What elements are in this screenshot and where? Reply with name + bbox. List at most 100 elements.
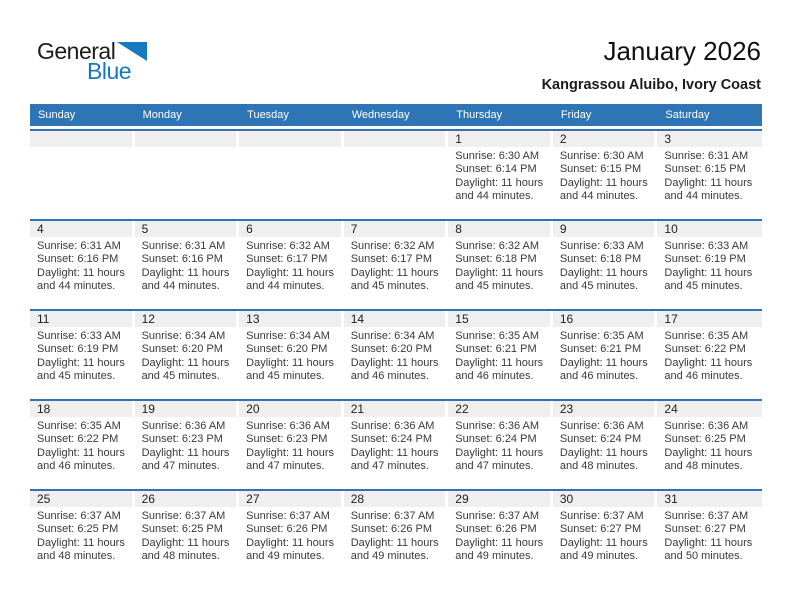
date-number: 10: [664, 222, 678, 236]
empty-day-cell: [134, 131, 240, 219]
detail-line: Daylight: 11 hours: [141, 266, 230, 279]
date-number: 8: [455, 222, 462, 236]
page-subtitle: Kangrassou Aluibo, Ivory Coast: [541, 77, 761, 93]
detail-line: Daylight: 11 hours: [559, 446, 648, 459]
empty-day-cell: [30, 131, 135, 219]
day-details: Sunrise: 6:35 AM Sunset: 6:21 PM Daylight:…: [553, 327, 658, 384]
date-band: 30: [552, 491, 655, 507]
day-cell-4: 4 Sunrise: 6:31 AM Sunset: 6:16 PM Daylight…: [30, 221, 135, 309]
date-band: 31: [657, 491, 762, 507]
date-number: 21: [350, 402, 365, 416]
day-details: Sunrise: 6:36 AM Sunset: 6:23 PM Daylight:…: [239, 417, 344, 474]
day-cell-25: 25 Sunrise: 6:37 AM Sunset: 6:25 PM Dayligh…: [30, 491, 135, 579]
day-details: Sunrise: 6:37 AM Sunset: 6:27 PM Daylight:…: [553, 507, 658, 564]
date-number: 17: [664, 312, 678, 326]
day-cell-3: 3 Sunrise: 6:31 AM Sunset: 6:15 PM Daylight…: [657, 131, 762, 219]
detail-line: and 45 minutes.: [559, 280, 639, 293]
date-band: 6: [239, 221, 341, 237]
detail-line: and 48 minutes.: [664, 460, 743, 473]
day-cell-27: 27 Sunrise: 6:37 AM Sunset: 6:26 PM Dayligh…: [239, 491, 344, 579]
detail-line: and 46 minutes.: [455, 370, 534, 383]
day-cell-17: 17 Sunrise: 6:35 AM Sunset: 6:22 PM Dayligh…: [657, 311, 762, 399]
date-number: 16: [559, 312, 574, 326]
date-band: 9: [552, 221, 655, 237]
detail-line: Sunset: 6:23 PM: [141, 433, 223, 446]
detail-line: Daylight: 11 hours: [664, 536, 753, 549]
detail-line: and 50 minutes.: [664, 550, 743, 563]
detail-line: Sunrise: 6:36 AM: [455, 420, 540, 432]
day-details: Sunrise: 6:32 AM Sunset: 6:18 PM Daylight:…: [448, 237, 553, 294]
detail-line: Sunrise: 6:32 AM: [246, 240, 330, 252]
date-band: 18: [30, 401, 132, 417]
detail-line: and 49 minutes.: [455, 550, 534, 563]
date-number: 4: [37, 222, 44, 236]
date-number: 28: [350, 492, 365, 506]
detail-line: Sunset: 6:15 PM: [559, 163, 642, 176]
detail-line: Daylight: 11 hours: [350, 536, 439, 549]
date-number: 3: [664, 132, 672, 146]
detail-line: Sunset: 6:15 PM: [664, 163, 746, 176]
date-band: 16: [552, 311, 655, 327]
detail-line: and 47 minutes.: [350, 460, 429, 473]
date-band: 7: [343, 221, 446, 237]
logo-triangle-icon: [117, 42, 148, 61]
detail-line: Daylight: 11 hours: [37, 266, 125, 279]
date-band: 3: [657, 131, 762, 147]
detail-line: Daylight: 11 hours: [350, 266, 439, 279]
date-number: 14: [350, 312, 365, 326]
week-row-5: 25 Sunrise: 6:37 AM Sunset: 6:25 PM Dayligh…: [30, 489, 762, 579]
detail-line: Sunset: 6:24 PM: [455, 433, 537, 446]
day-cell-20: 20 Sunrise: 6:36 AM Sunset: 6:23 PM Dayligh…: [239, 401, 344, 489]
detail-line: Daylight: 11 hours: [350, 446, 439, 459]
detail-line: and 46 minutes.: [350, 370, 429, 383]
detail-line: Daylight: 11 hours: [455, 446, 544, 459]
detail-line: Sunrise: 6:37 AM: [37, 510, 121, 522]
day-details: Sunrise: 6:34 AM Sunset: 6:20 PM Daylight:…: [135, 327, 240, 384]
detail-line: Sunrise: 6:33 AM: [664, 240, 749, 252]
detail-line: Daylight: 11 hours: [664, 356, 753, 369]
detail-line: and 45 minutes.: [246, 370, 325, 383]
day-details: Sunrise: 6:37 AM Sunset: 6:26 PM Daylight:…: [239, 507, 344, 564]
detail-line: Sunset: 6:19 PM: [664, 253, 746, 266]
day-details: Sunrise: 6:33 AM Sunset: 6:19 PM Daylight:…: [657, 237, 762, 294]
detail-line: Sunrise: 6:33 AM: [37, 330, 121, 342]
detail-line: and 45 minutes.: [141, 370, 220, 383]
detail-line: and 44 minutes.: [559, 190, 639, 203]
date-band: 19: [134, 401, 237, 417]
detail-line: Daylight: 11 hours: [246, 266, 334, 279]
date-band: [343, 131, 446, 147]
day-cell-30: 30 Sunrise: 6:37 AM Sunset: 6:27 PM Dayligh…: [552, 491, 658, 579]
day-cell-24: 24 Sunrise: 6:36 AM Sunset: 6:25 PM Dayligh…: [657, 401, 762, 489]
detail-line: and 47 minutes.: [455, 460, 534, 473]
date-band: 17: [657, 311, 762, 327]
date-number: 27: [246, 492, 260, 506]
detail-line: Daylight: 11 hours: [455, 176, 544, 189]
detail-line: Sunrise: 6:35 AM: [37, 420, 121, 432]
date-number: 19: [141, 402, 155, 416]
day-details: Sunrise: 6:32 AM Sunset: 6:17 PM Daylight:…: [344, 237, 449, 294]
day-details: Sunrise: 6:31 AM Sunset: 6:16 PM Daylight:…: [30, 237, 135, 294]
detail-line: and 49 minutes.: [559, 550, 639, 563]
detail-line: Sunset: 6:23 PM: [246, 433, 328, 446]
detail-line: Sunrise: 6:36 AM: [141, 420, 226, 432]
detail-line: Sunset: 6:22 PM: [664, 343, 746, 356]
week-row-1: 1 Sunrise: 6:30 AM Sunset: 6:14 PM Daylight…: [30, 129, 762, 219]
detail-line: and 49 minutes.: [246, 550, 325, 563]
date-band: 24: [657, 401, 762, 417]
day-details: Sunrise: 6:30 AM Sunset: 6:14 PM Daylight:…: [448, 147, 553, 204]
date-number: 5: [141, 222, 149, 236]
calendar-grid: 1 Sunrise: 6:30 AM Sunset: 6:14 PM Daylight…: [30, 129, 762, 579]
date-band: 10: [657, 221, 762, 237]
day-cell-1: 1 Sunrise: 6:30 AM Sunset: 6:14 PM Daylight…: [448, 131, 553, 219]
day-details: Sunrise: 6:30 AM Sunset: 6:15 PM Daylight:…: [553, 147, 658, 204]
calendar: Sunday Monday Tuesday Wednesday Thursday Frid…: [30, 104, 762, 579]
date-number: 25: [37, 492, 51, 506]
date-band: 4: [30, 221, 132, 237]
date-band: 26: [134, 491, 237, 507]
detail-line: Sunrise: 6:37 AM: [455, 510, 540, 522]
weekday-header-sunday: Sunday: [38, 109, 76, 121]
detail-line: Sunset: 6:24 PM: [559, 433, 642, 446]
detail-line: Sunset: 6:14 PM: [455, 163, 537, 176]
day-cell-6: 6 Sunrise: 6:32 AM Sunset: 6:17 PM Daylight…: [239, 221, 344, 309]
empty-day-cell: [343, 131, 449, 219]
